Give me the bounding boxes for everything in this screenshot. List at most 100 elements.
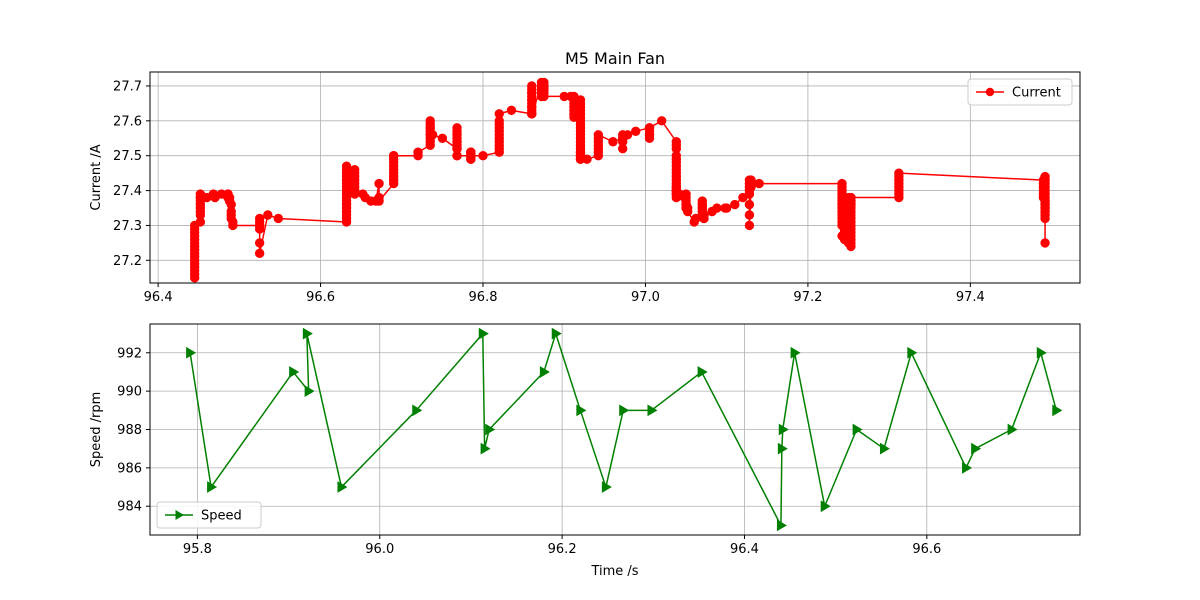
speed-data-point [778, 423, 789, 436]
current-data-point [374, 178, 384, 189]
speed-data-point [576, 404, 587, 417]
current-data-point [894, 168, 904, 178]
current-data-point [618, 144, 628, 154]
current-x-tick-label: 97.2 [793, 290, 822, 305]
speed-x-tick-label: 95.8 [183, 542, 212, 557]
speed-y-tick-label: 988 [117, 423, 142, 438]
speed-data-point [304, 385, 315, 398]
current-y-tick-label: 27.5 [113, 149, 142, 164]
speed-data-point [647, 404, 658, 417]
current-chart: 96.4 96.6 96.8 97.0 97.2 97.4 27.2 27.3 27.4 27.5… [89, 71, 1081, 305]
speed-data-point [337, 481, 348, 493]
current-data-point [846, 192, 856, 203]
current-data-point [437, 133, 448, 143]
current-y-tick-label: 27.7 [113, 79, 142, 94]
speed-data-point [601, 481, 612, 493]
speed-data-point [302, 327, 313, 340]
speed-data-point [1052, 404, 1063, 417]
current-data-point [744, 210, 755, 220]
current-data-point [506, 105, 517, 116]
current-data-point [682, 206, 693, 217]
current-data-point [494, 109, 504, 119]
current-data-point [712, 203, 722, 213]
speed-data-point [879, 442, 890, 455]
speed-data-point [412, 404, 423, 417]
current-x-tick-label: 96.6 [306, 290, 335, 305]
speed-legend-label: Speed [201, 509, 242, 524]
current-data-point [744, 199, 755, 210]
current-data-point [1040, 171, 1050, 182]
current-y-tick-label: 27.2 [113, 254, 142, 269]
current-data-point [427, 130, 438, 140]
current-data-point [466, 151, 476, 161]
current-data-point [699, 213, 709, 224]
current-data-point [527, 109, 537, 119]
current-data-point [388, 151, 399, 161]
speed-legend: Speed [156, 501, 262, 529]
speed-data-point [551, 327, 562, 340]
speed-y-tick-label: 992 [117, 346, 142, 361]
speed-data-point [852, 423, 863, 436]
speed-data-point [186, 346, 197, 359]
speed-data-point [1007, 423, 1018, 436]
current-x-tick-label: 96.8 [469, 290, 498, 305]
current-data-point [721, 203, 732, 213]
speed-series-line [189, 332, 1058, 527]
current-axes-frame [149, 71, 1081, 284]
current-data-point [341, 161, 352, 171]
current-data-point [413, 147, 423, 157]
current-y-tick-label: 27.6 [113, 114, 142, 129]
current-y-axis-label: Current /A [89, 144, 104, 210]
figure-title: M5 Main Fan [565, 49, 665, 68]
speed-data-point [907, 346, 918, 359]
current-x-tick-label: 96.4 [144, 290, 173, 305]
speed-data-point [790, 346, 801, 359]
speed-y-axis-label: Speed /rpm [89, 392, 104, 468]
speed-data-point [485, 423, 496, 436]
speed-x-tick-label: 96.0 [365, 542, 394, 557]
current-data-point [644, 123, 655, 133]
current-data-point [744, 220, 755, 231]
current-data-point [228, 220, 238, 231]
current-legend: Current [967, 78, 1073, 106]
current-data-point [254, 238, 265, 248]
speed-data-point [619, 404, 630, 417]
speed-x-tick-label: 96.2 [548, 542, 577, 557]
current-data-point [273, 213, 284, 224]
current-data-point [631, 126, 641, 136]
speed-data-point [777, 442, 788, 455]
current-data-point [746, 178, 756, 189]
speed-data-point [697, 366, 708, 378]
speed-x-axis-label: Time /s [590, 564, 638, 579]
current-y-tick-label: 27.3 [113, 219, 142, 234]
speed-data-point [776, 519, 787, 532]
speed-legend-box [156, 501, 262, 529]
speed-data-point [820, 500, 831, 513]
speed-data-point [539, 366, 550, 378]
speed-data-point [971, 442, 982, 455]
current-data-point [622, 130, 633, 140]
current-x-tick-label: 97.0 [631, 290, 660, 305]
current-data-point [582, 154, 592, 164]
current-data-point [593, 130, 604, 140]
speed-data-point [478, 327, 489, 340]
current-data-point [754, 178, 764, 189]
current-data-point [539, 91, 549, 102]
current-data-point [657, 116, 667, 126]
speed-legend-marker [175, 510, 184, 520]
speed-data-point [962, 461, 973, 474]
speed-y-tick-label: 984 [117, 500, 142, 515]
current-legend-box [967, 78, 1073, 106]
speed-y-tick-label: 986 [117, 461, 142, 476]
current-y-tick-label: 27.4 [113, 184, 142, 199]
speed-x-tick-label: 96.6 [912, 542, 941, 557]
speed-data-point [1036, 346, 1047, 359]
speed-data-point [207, 481, 218, 493]
current-data-point [374, 196, 384, 206]
current-data-point [263, 210, 273, 220]
speed-y-tick-label: 990 [117, 385, 142, 400]
current-data-point [349, 189, 360, 199]
current-data-point [254, 248, 265, 259]
current-data-point [452, 151, 462, 161]
